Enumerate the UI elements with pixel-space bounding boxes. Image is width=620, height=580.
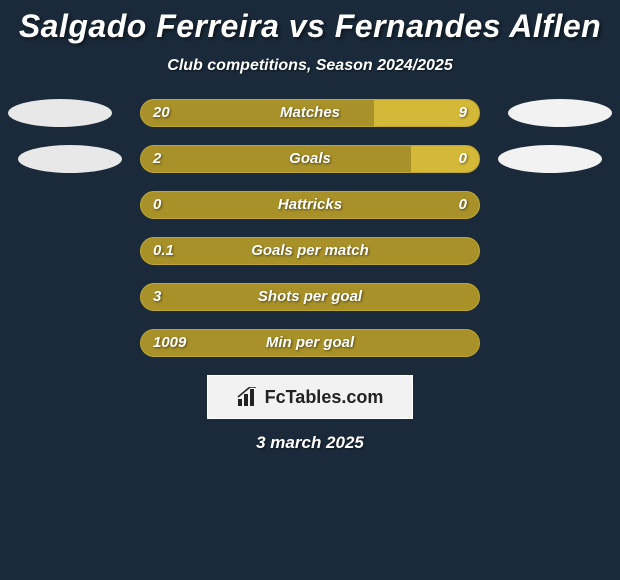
stat-label: Goals per match bbox=[141, 238, 479, 264]
stat-row: 1009 Min per goal bbox=[0, 329, 620, 359]
date-label: 3 march 2025 bbox=[0, 433, 620, 453]
stats-area: 20 Matches 9 2 Goals 0 0 Hattricks 0 bbox=[0, 99, 620, 453]
stat-bar: 3 Shots per goal bbox=[140, 283, 480, 311]
stat-row: 3 Shots per goal bbox=[0, 283, 620, 313]
stat-label: Goals bbox=[141, 146, 479, 172]
stat-bar: 1009 Min per goal bbox=[140, 329, 480, 357]
brand-badge[interactable]: FcTables.com bbox=[207, 375, 413, 419]
brand-text: FcTables.com bbox=[265, 387, 384, 408]
stat-label: Min per goal bbox=[141, 330, 479, 356]
stat-label: Matches bbox=[141, 100, 479, 126]
bar-chart-icon bbox=[237, 387, 259, 407]
stat-bar: 2 Goals 0 bbox=[140, 145, 480, 173]
stat-right-value: 9 bbox=[459, 100, 467, 126]
stat-right-value: 0 bbox=[459, 146, 467, 172]
stat-bar: 0 Hattricks 0 bbox=[140, 191, 480, 219]
subtitle: Club competitions, Season 2024/2025 bbox=[0, 57, 620, 75]
stat-row: 0.1 Goals per match bbox=[0, 237, 620, 267]
stat-row: 20 Matches 9 bbox=[0, 99, 620, 129]
stat-label: Shots per goal bbox=[141, 284, 479, 310]
stat-row: 2 Goals 0 bbox=[0, 145, 620, 175]
page-title: Salgado Ferreira vs Fernandes Alflen bbox=[0, 0, 620, 45]
stat-bar: 20 Matches 9 bbox=[140, 99, 480, 127]
stat-right-value: 0 bbox=[459, 192, 467, 218]
stat-bar: 0.1 Goals per match bbox=[140, 237, 480, 265]
stat-label: Hattricks bbox=[141, 192, 479, 218]
stat-row: 0 Hattricks 0 bbox=[0, 191, 620, 221]
